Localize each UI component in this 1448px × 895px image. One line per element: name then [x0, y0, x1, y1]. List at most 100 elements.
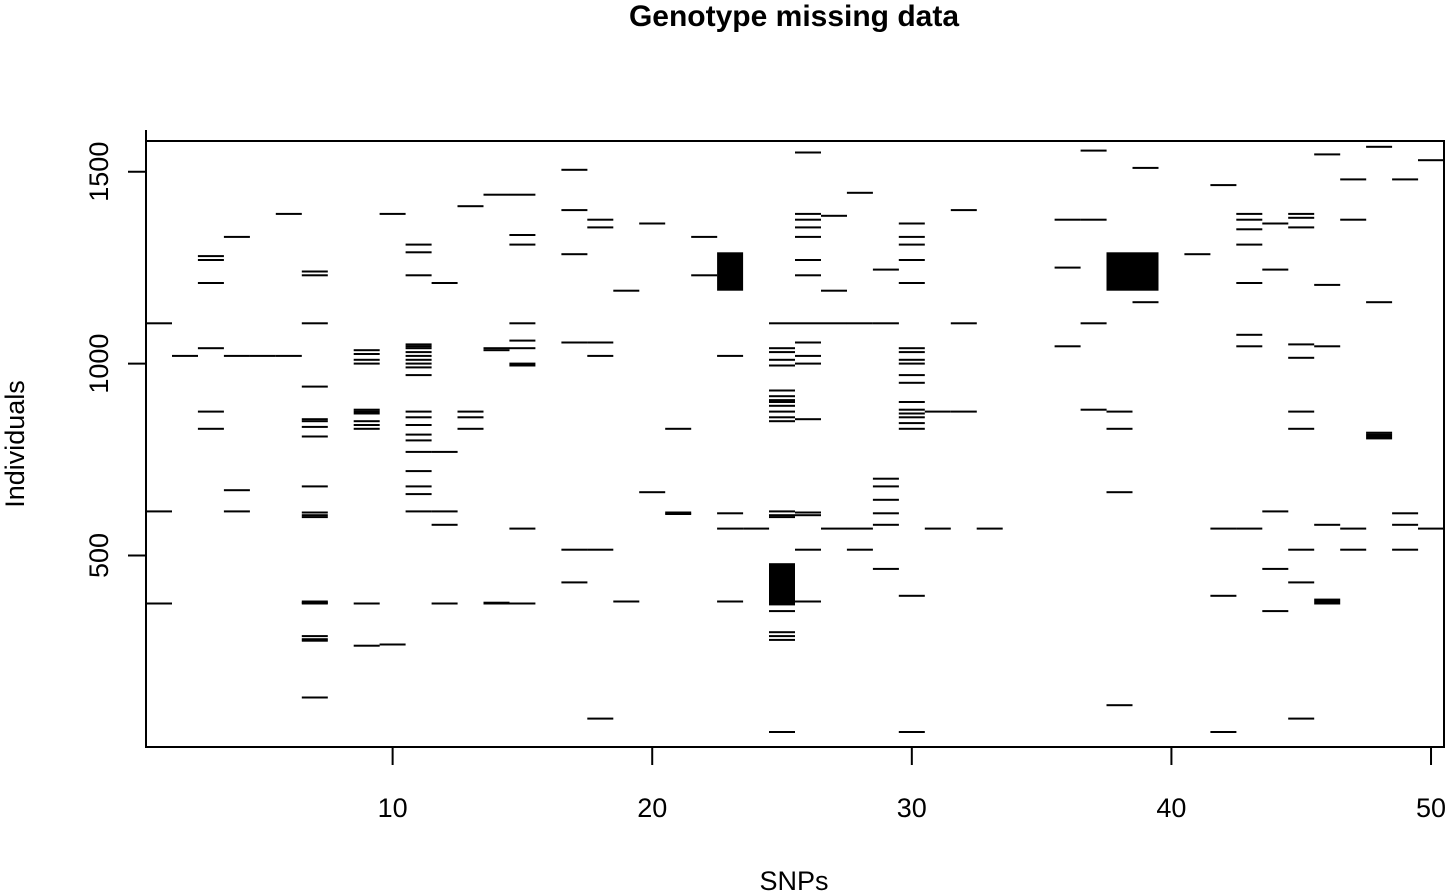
- missing-mark: [301, 514, 328, 517]
- missing-mark: [509, 339, 536, 342]
- missing-mark: [1262, 610, 1289, 613]
- missing-mark: [795, 548, 821, 551]
- missing-mark: [795, 235, 821, 238]
- missing-mark: [795, 322, 821, 325]
- missing-mark: [223, 354, 250, 357]
- missing-mark: [717, 527, 744, 530]
- missing-mark: [898, 222, 925, 225]
- missing-mark: [223, 510, 250, 513]
- missing-mark: [1132, 301, 1159, 304]
- missing-mark: [1340, 218, 1367, 221]
- missing-mark: [405, 274, 432, 277]
- missing-mark: [795, 362, 821, 365]
- missing-mark: [483, 193, 510, 196]
- missing-mark: [665, 513, 692, 515]
- missing-mark: [197, 410, 224, 413]
- y-axis-label: Individuals: [0, 380, 30, 508]
- missing-mark: [1054, 345, 1081, 348]
- missing-mark: [821, 527, 847, 530]
- missing-mark: [769, 514, 795, 517]
- missing-mark: [769, 399, 795, 402]
- missing-mark: [769, 638, 795, 641]
- missing-mark: [717, 354, 744, 357]
- plot-panel-border: [145, 140, 1445, 748]
- missing-mark: [769, 420, 795, 423]
- missing-mark: [769, 631, 795, 634]
- missing-mark: [561, 548, 588, 551]
- missing-mark: [872, 268, 899, 271]
- missing-mark: [353, 349, 380, 352]
- missing-mark: [1236, 282, 1263, 284]
- missing-mark: [1314, 598, 1341, 601]
- missing-mark: [509, 602, 536, 605]
- y-tick-label: 500: [84, 533, 114, 578]
- missing-mark: [1080, 408, 1107, 411]
- missing-mark: [1106, 491, 1133, 494]
- missing-mark: [301, 516, 328, 519]
- missing-mark: [1314, 153, 1341, 156]
- missing-mark: [872, 477, 899, 480]
- missing-mark: [1288, 410, 1315, 413]
- missing-mark: [509, 193, 536, 196]
- y-axis-ticks: 500 1000 1500: [84, 142, 146, 578]
- missing-mark: [353, 644, 380, 647]
- missing-mark: [795, 151, 821, 154]
- missing-mark: [483, 347, 510, 350]
- axes: 10 20 30 40 50 500 1000 1500: [84, 130, 1446, 823]
- x-tick-label: 30: [897, 793, 927, 823]
- missing-mark: [613, 289, 640, 292]
- missing-mark: [846, 548, 873, 551]
- missing-mark: [301, 602, 328, 605]
- x-tick-label: 40: [1156, 793, 1186, 823]
- missing-mark: [872, 322, 899, 325]
- missing-mark: [1366, 433, 1393, 436]
- missing-mark: [353, 602, 380, 605]
- missing-mark: [146, 510, 172, 513]
- missing-mark: [613, 600, 640, 603]
- missing-mark: [1288, 343, 1315, 346]
- missing-mark: [872, 498, 899, 501]
- missing-mark: [1366, 145, 1393, 148]
- missing-mark: [457, 410, 484, 413]
- missing-mark: [405, 470, 432, 473]
- missing-mark: [1184, 253, 1211, 256]
- missing-mark: [301, 638, 328, 641]
- missing-mark: [301, 635, 328, 638]
- missing-block: [1106, 252, 1133, 291]
- missing-mark: [898, 347, 925, 350]
- missing-mark: [431, 602, 458, 605]
- missing-mark: [717, 600, 744, 603]
- missing-mark: [146, 602, 172, 605]
- missing-mark: [405, 450, 432, 453]
- missing-mark: [197, 282, 224, 284]
- missing-mark: [1080, 218, 1107, 221]
- missing-mark: [431, 282, 458, 284]
- missing-mark: [1366, 301, 1393, 304]
- missing-mark: [795, 226, 821, 229]
- missing-mark: [846, 322, 873, 325]
- missing-mark: [561, 168, 588, 171]
- missing-mark: [1288, 356, 1315, 359]
- missing-mark: [1366, 437, 1393, 440]
- missing-mark: [872, 567, 899, 570]
- missing-mark: [795, 600, 821, 603]
- missing-mark: [769, 322, 795, 325]
- missing-mark: [898, 243, 925, 246]
- missing-mark: [795, 341, 821, 344]
- missing-mark: [1418, 159, 1444, 162]
- missing-mark: [769, 351, 795, 354]
- missing-mark: [769, 364, 795, 367]
- missing-mark: [301, 696, 328, 699]
- missing-mark: [898, 351, 925, 354]
- missing-mark: [405, 510, 432, 513]
- missing-mark: [1288, 427, 1315, 430]
- missing-mark: [1288, 226, 1315, 229]
- missing-mark: [1340, 178, 1367, 181]
- missing-mark: [405, 493, 432, 496]
- missing-mark: [1288, 212, 1315, 215]
- missing-mark: [1314, 283, 1341, 286]
- missing-mark: [898, 408, 925, 411]
- missing-mark: [898, 235, 925, 238]
- missing-mark: [769, 731, 795, 733]
- missing-mark: [197, 427, 224, 430]
